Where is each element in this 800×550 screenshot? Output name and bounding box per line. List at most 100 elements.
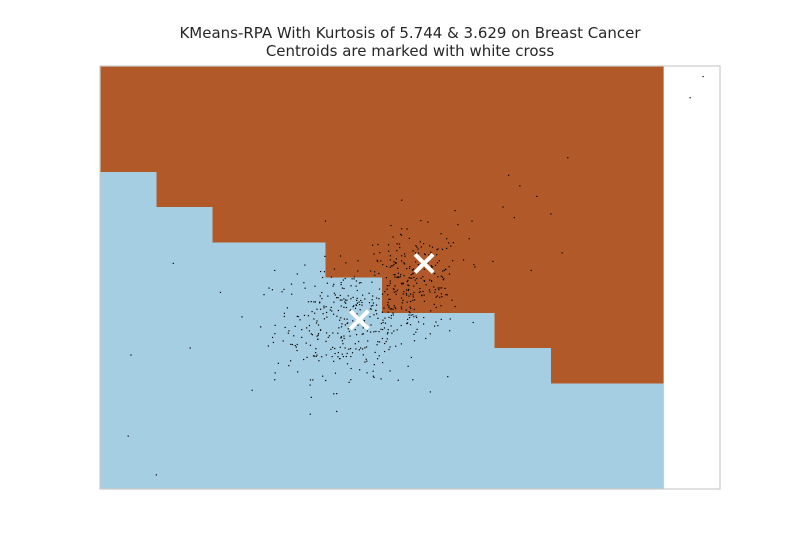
data-point	[322, 375, 324, 377]
data-point	[274, 333, 276, 335]
data-point	[343, 306, 345, 308]
data-point	[445, 294, 447, 296]
data-point	[330, 348, 332, 351]
data-point	[388, 316, 390, 319]
data-point	[319, 295, 321, 297]
data-point	[339, 357, 341, 360]
data-point	[387, 329, 389, 331]
data-point	[394, 276, 396, 278]
data-point	[383, 307, 385, 309]
data-point	[410, 274, 412, 276]
data-point	[340, 305, 342, 307]
data-point	[377, 243, 379, 246]
data-point	[312, 355, 315, 357]
data-point	[420, 277, 422, 279]
data-point	[386, 265, 388, 268]
data-point	[313, 355, 316, 357]
data-point	[452, 241, 454, 244]
data-point	[399, 276, 401, 278]
data-point	[354, 343, 356, 345]
data-point	[408, 288, 410, 291]
data-point	[440, 275, 442, 277]
data-point	[392, 308, 394, 310]
data-point	[386, 288, 388, 290]
data-point	[306, 327, 308, 329]
data-point	[401, 308, 403, 310]
data-point	[388, 305, 390, 307]
data-point	[274, 324, 276, 326]
data-point	[436, 249, 438, 251]
data-point	[337, 351, 340, 354]
data-point	[344, 324, 346, 326]
data-point	[297, 315, 299, 318]
data-point	[407, 289, 409, 292]
data-point	[350, 285, 352, 287]
data-point	[449, 318, 451, 320]
data-point	[389, 298, 391, 301]
data-point	[427, 221, 429, 223]
data-point	[689, 97, 691, 99]
data-point	[337, 297, 339, 299]
data-point	[442, 270, 444, 272]
region-cluster-0-step-1	[156, 207, 213, 489]
data-point	[331, 355, 333, 358]
data-point	[316, 320, 318, 322]
data-point	[406, 289, 408, 291]
data-point	[395, 308, 397, 310]
data-point	[373, 331, 375, 333]
data-point	[393, 274, 395, 276]
data-point	[332, 346, 334, 349]
data-point	[397, 379, 399, 381]
data-point	[429, 291, 431, 293]
data-point	[356, 297, 358, 299]
data-point	[288, 365, 290, 367]
data-point	[382, 319, 384, 321]
data-point	[435, 296, 437, 298]
data-point	[380, 322, 382, 325]
data-point	[328, 335, 331, 337]
region-cluster-0-step-3	[325, 277, 382, 489]
data-point	[412, 272, 414, 274]
data-point	[446, 294, 448, 296]
data-point	[311, 310, 313, 313]
data-point	[448, 266, 450, 268]
data-point	[395, 345, 397, 347]
data-point	[412, 294, 414, 296]
data-point	[387, 294, 389, 296]
data-point	[413, 291, 415, 294]
data-point	[422, 290, 424, 293]
data-point	[442, 279, 444, 281]
data-point	[336, 410, 338, 413]
data-point	[290, 360, 292, 362]
data-point	[371, 281, 373, 283]
data-point	[402, 293, 404, 295]
data-point	[416, 316, 418, 319]
data-point	[408, 277, 410, 279]
data-point	[340, 337, 342, 339]
data-point	[219, 291, 222, 294]
data-point	[368, 302, 371, 304]
data-point	[406, 322, 409, 324]
data-point	[373, 376, 375, 379]
data-point	[402, 283, 404, 285]
data-point	[423, 294, 425, 296]
data-point	[340, 281, 342, 284]
data-point	[387, 331, 389, 334]
data-point	[393, 288, 395, 290]
data-point	[294, 345, 296, 347]
data-point	[406, 280, 408, 283]
data-point	[341, 353, 343, 355]
data-point	[313, 318, 315, 320]
data-point	[334, 372, 337, 374]
data-point	[567, 157, 569, 159]
data-point	[347, 328, 349, 330]
data-point	[438, 260, 440, 262]
data-point	[316, 354, 318, 356]
data-point	[296, 273, 298, 275]
data-point	[388, 250, 390, 252]
data-point	[413, 340, 416, 342]
data-point	[355, 285, 357, 287]
data-point	[407, 318, 409, 321]
data-point	[284, 326, 286, 329]
data-point	[397, 276, 399, 278]
